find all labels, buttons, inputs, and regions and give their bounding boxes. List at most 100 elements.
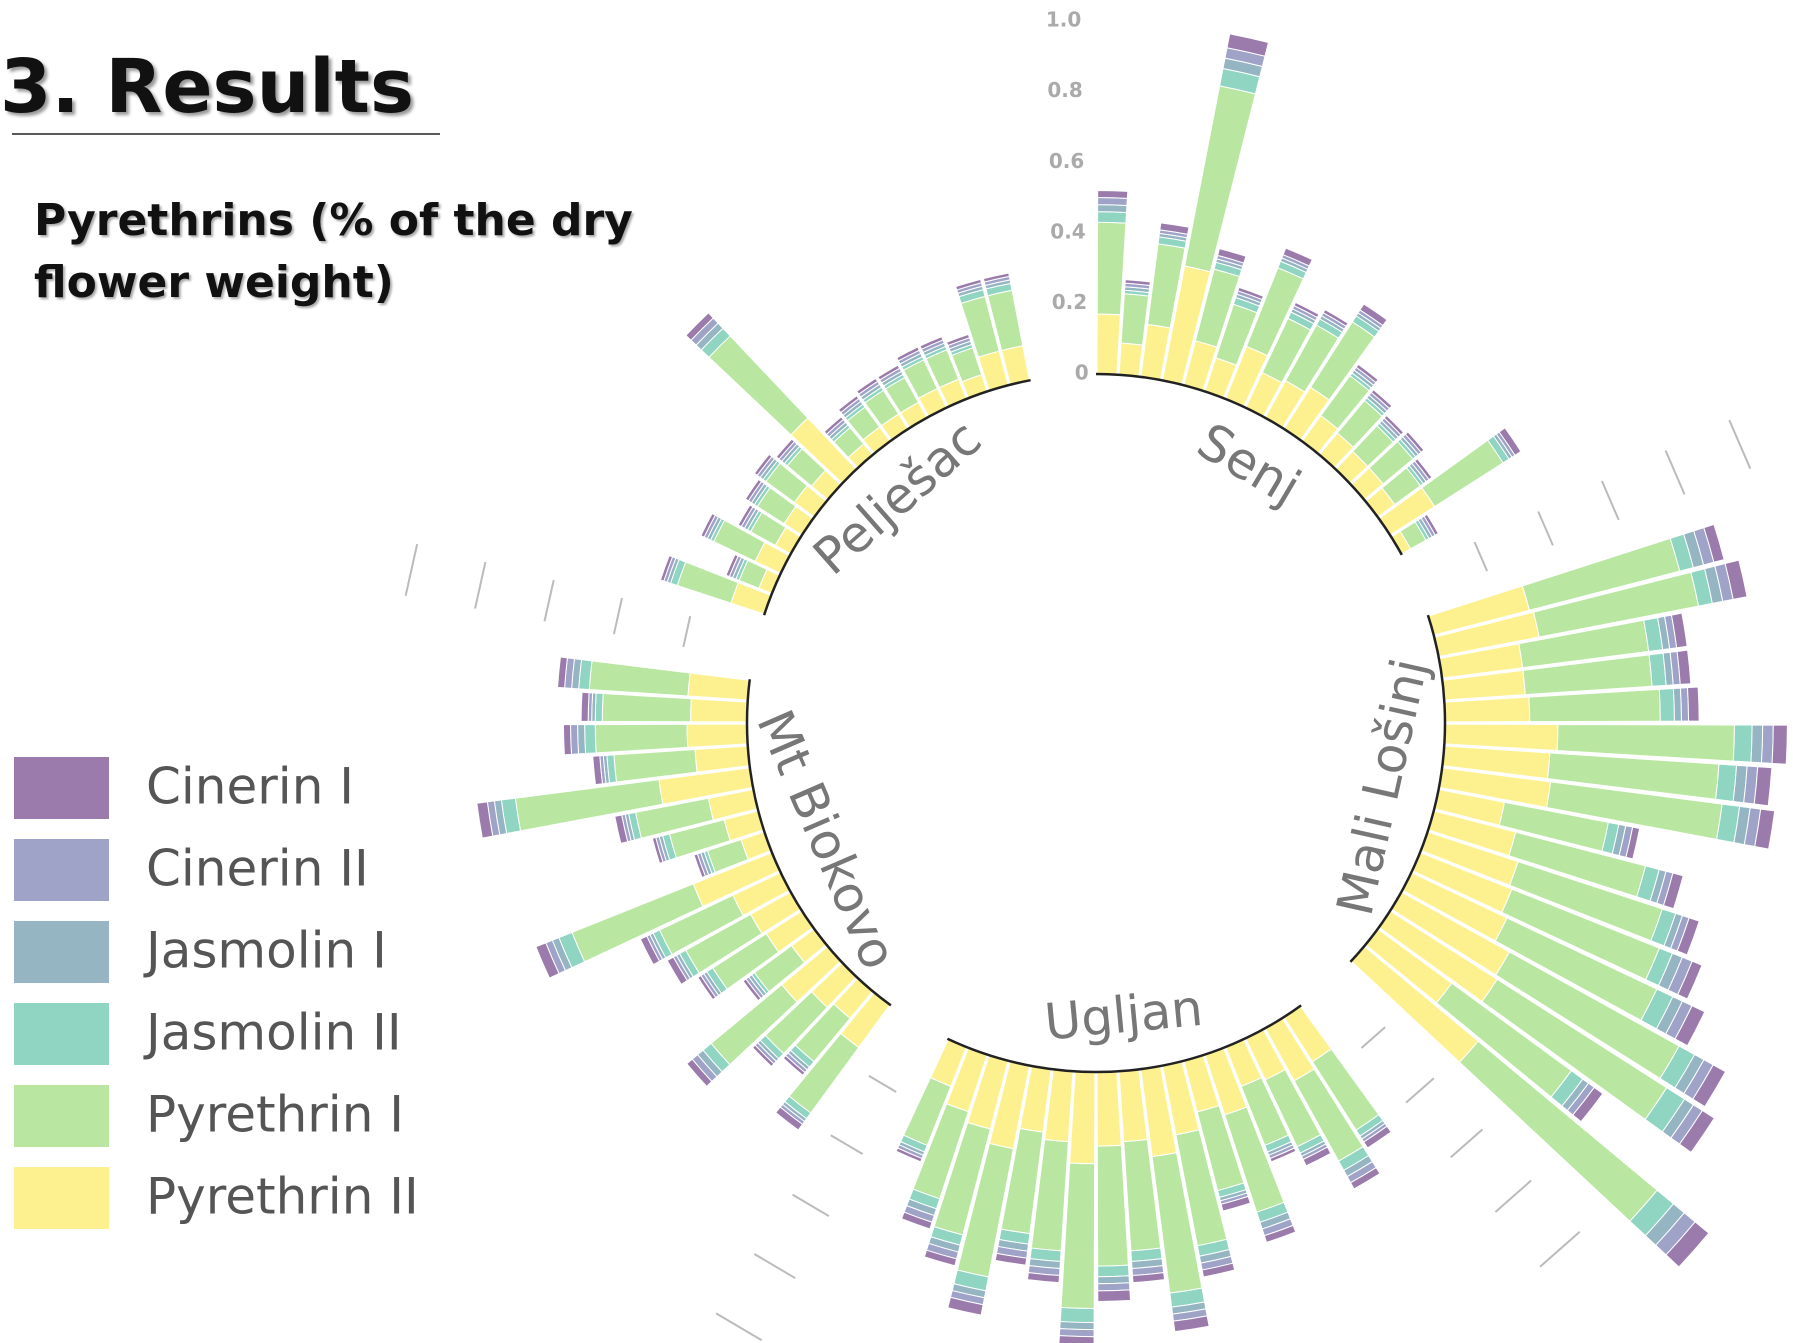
bar-segment xyxy=(1572,1086,1604,1123)
bar-segment xyxy=(1217,247,1247,264)
bar-segment xyxy=(1097,211,1128,224)
bar-segment xyxy=(753,453,773,476)
bar-segment xyxy=(945,333,971,347)
bar-segment xyxy=(1443,723,1559,752)
bar-segment xyxy=(1750,724,1764,764)
group-baseline xyxy=(1349,614,1447,963)
bar-segment xyxy=(900,1211,933,1230)
grid-line xyxy=(1539,1230,1581,1268)
bar-segment xyxy=(1118,342,1144,378)
bar-segment xyxy=(694,745,751,773)
bar-segment xyxy=(1421,439,1504,508)
bar-segment xyxy=(697,974,717,1001)
group-baseline xyxy=(946,1004,1302,1074)
grid-line xyxy=(1728,419,1752,470)
legend-label: Jasmolin II xyxy=(143,1004,402,1062)
grid-line xyxy=(474,561,487,609)
bar-segment xyxy=(896,346,920,362)
bar-segment xyxy=(1263,1224,1297,1244)
bar-segment xyxy=(1413,458,1433,481)
bar-segment xyxy=(687,672,751,701)
bar-segment xyxy=(1753,766,1773,807)
y-tick-label: 0.2 xyxy=(1052,290,1087,314)
bar-segment xyxy=(877,364,901,381)
bar-segment xyxy=(1658,687,1675,722)
grid-line xyxy=(682,615,692,648)
bar-segment xyxy=(535,942,560,979)
bar-segment xyxy=(919,335,944,350)
bar-segment xyxy=(686,723,749,748)
legend-label: Cinerin II xyxy=(146,840,369,898)
grid-line xyxy=(1450,1128,1484,1159)
group-baseline xyxy=(1095,372,1403,556)
bars xyxy=(476,33,1788,1343)
bar-segment xyxy=(659,554,674,582)
legend: Cinerin I Cinerin II Jasmolin I Jasmolin II… xyxy=(14,757,419,1229)
legend-swatch xyxy=(14,1167,109,1229)
bar-segment xyxy=(855,377,879,395)
bar-segment xyxy=(686,1058,713,1088)
bar-segment xyxy=(775,1106,804,1131)
bar-segment xyxy=(1201,1262,1236,1278)
bar-segment xyxy=(1676,917,1700,956)
bar-segment xyxy=(982,272,1010,283)
bar-segment xyxy=(1172,1315,1210,1333)
legend-swatch xyxy=(14,839,109,901)
grid-line xyxy=(868,1074,897,1093)
bar-segment xyxy=(614,814,629,845)
bar-segment xyxy=(1026,1272,1061,1284)
bar-segment xyxy=(1528,688,1661,723)
bar-segment xyxy=(693,853,707,879)
bar-segment xyxy=(1237,286,1265,301)
grid-line xyxy=(543,579,555,622)
bar-segment xyxy=(1302,1146,1332,1167)
legend-swatch xyxy=(14,1003,109,1065)
bar-segment xyxy=(837,395,860,414)
bar-segment xyxy=(725,553,739,578)
bar-segment xyxy=(1674,1005,1706,1047)
bar-segment xyxy=(1665,1221,1710,1268)
bar-segment xyxy=(1363,1125,1392,1149)
legend-label: Pyrethrin II xyxy=(146,1168,419,1226)
bar-segment xyxy=(1678,1109,1715,1154)
bar-segment xyxy=(1120,293,1150,346)
chart-title: Pyrethrins (% of the dry flower weight) xyxy=(34,195,633,308)
grid-line xyxy=(1473,541,1489,572)
bar-segment xyxy=(1686,686,1700,722)
bar-segment xyxy=(1724,559,1748,600)
bar-segment xyxy=(1662,872,1684,910)
group-baseline xyxy=(745,679,892,1007)
bar-segment xyxy=(1355,363,1379,384)
legend-label: Cinerin I xyxy=(146,758,354,816)
y-tick-label: 0 xyxy=(1075,361,1089,385)
bar-segment xyxy=(577,724,587,755)
bar-segment xyxy=(955,278,983,291)
bar-segment xyxy=(1097,204,1128,214)
legend-swatch xyxy=(14,1085,109,1147)
bar-segment xyxy=(751,1044,775,1068)
bar-segment xyxy=(700,512,716,538)
bar-segment xyxy=(601,693,692,723)
bar-segment xyxy=(737,504,754,528)
bar-segment xyxy=(1131,1272,1166,1284)
bar-segment xyxy=(1625,826,1641,860)
bar-segment xyxy=(1404,431,1425,453)
bar-segment xyxy=(1058,1335,1095,1343)
grid-line xyxy=(1600,480,1620,521)
bar-segment xyxy=(1097,197,1128,207)
bar-segment xyxy=(923,1249,958,1267)
bar-segment xyxy=(1676,649,1692,685)
bar-segment xyxy=(594,692,604,722)
bar-segment xyxy=(580,691,590,722)
bar-segment xyxy=(690,698,749,723)
bar-segment xyxy=(1359,303,1388,327)
bar-segment xyxy=(823,416,845,435)
bar-segment xyxy=(588,660,691,697)
bar-segment xyxy=(1269,1147,1297,1163)
y-tick-label: 1.0 xyxy=(1046,8,1081,32)
bar-segment xyxy=(1760,724,1774,764)
bar-segment xyxy=(1498,427,1522,456)
bar-segment xyxy=(1059,1306,1095,1324)
